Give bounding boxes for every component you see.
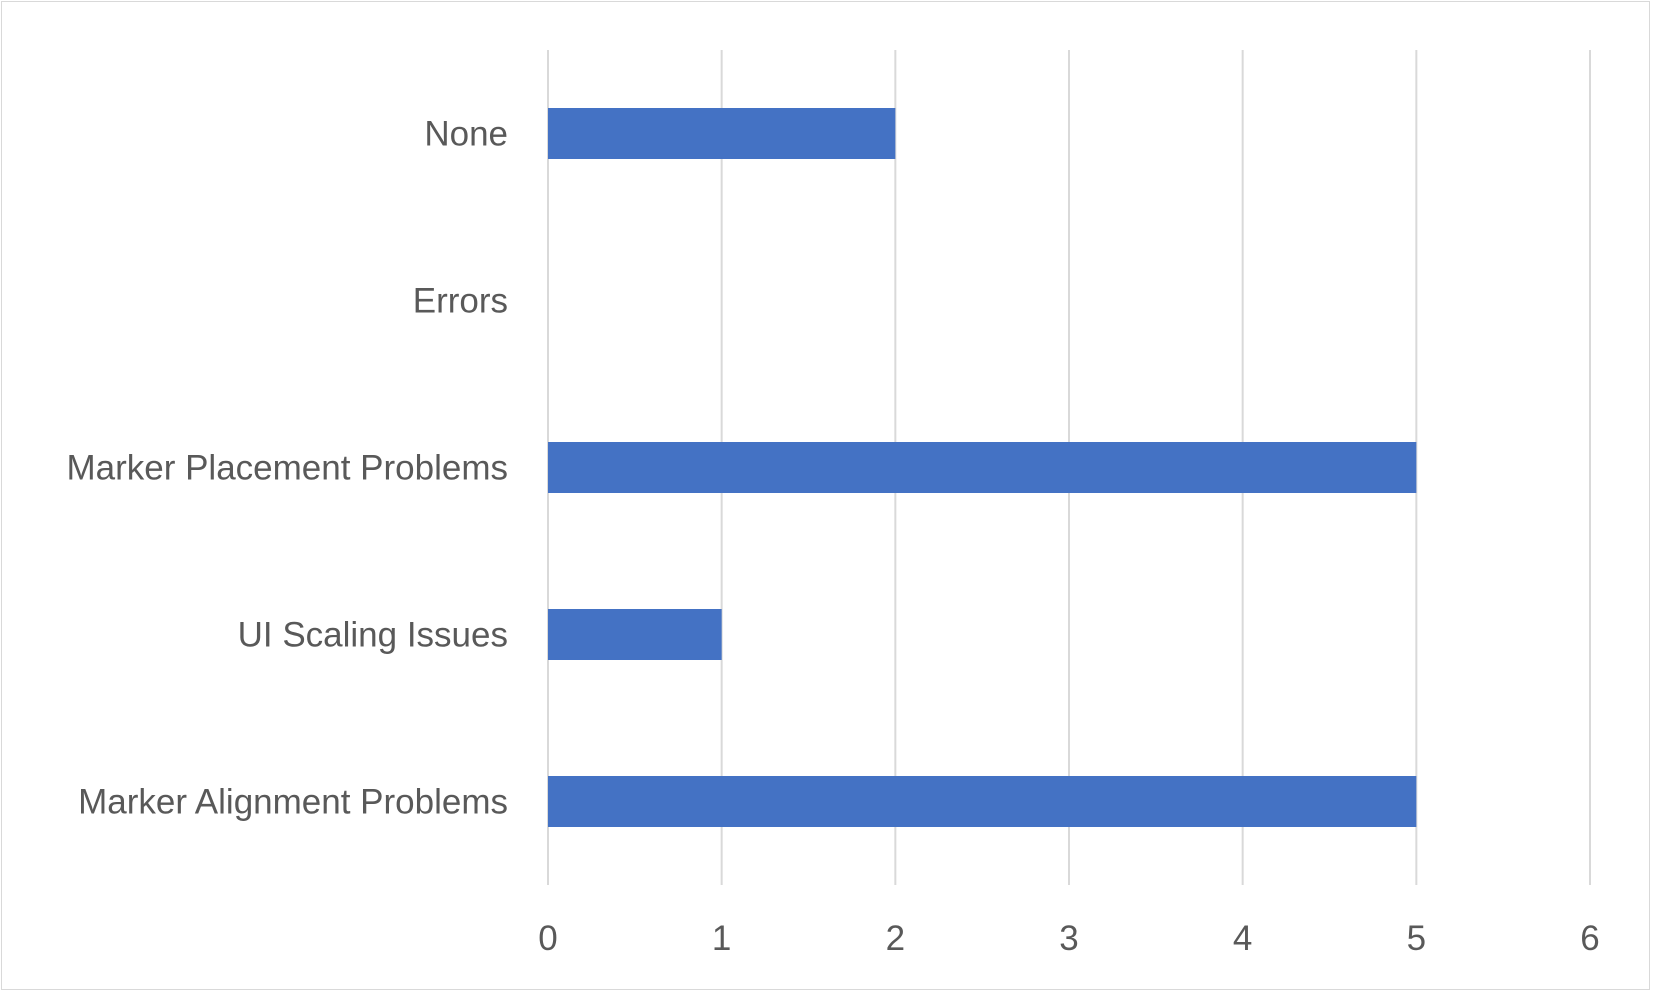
x-tick-label: 5 [1407,919,1426,958]
x-tick-label: 0 [538,919,557,958]
x-tick-labels: 0 1 2 3 4 5 6 [538,919,1599,958]
bar-marker-placement-problems [548,442,1417,493]
bar-ui-scaling-issues [548,609,722,660]
category-label: None [424,115,508,154]
bar-none [548,108,896,159]
category-label: Marker Alignment Problems [78,783,508,822]
x-tick-label: 1 [712,919,731,958]
bars [548,108,1417,827]
x-tick-label: 2 [886,919,905,958]
bar-marker-alignment-problems [548,776,1417,827]
category-label: Marker Placement Problems [66,449,508,488]
category-label: UI Scaling Issues [238,616,508,655]
x-tick-label: 6 [1580,919,1599,958]
x-tick-label: 3 [1059,919,1078,958]
x-tick-label: 4 [1233,919,1252,958]
category-label: Errors [413,282,508,321]
category-labels: None Errors Marker Placement Problems UI Sc… [66,115,508,822]
